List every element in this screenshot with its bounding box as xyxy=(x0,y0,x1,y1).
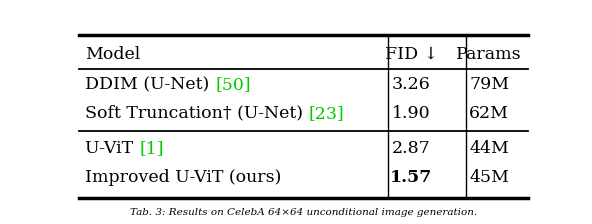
Text: 2.87: 2.87 xyxy=(392,140,430,157)
Text: Soft Truncation† (U-Net): Soft Truncation† (U-Net) xyxy=(85,105,309,122)
Text: 1.57: 1.57 xyxy=(390,169,432,186)
Text: [1]: [1] xyxy=(139,140,163,157)
Text: Tab. 3: Results on CelebA 64×64 unconditional image generation.: Tab. 3: Results on CelebA 64×64 uncondit… xyxy=(130,208,477,217)
Text: 1.90: 1.90 xyxy=(392,105,430,122)
Text: 44M: 44M xyxy=(469,140,509,157)
Text: [50]: [50] xyxy=(215,76,251,93)
Text: U-ViT: U-ViT xyxy=(85,140,139,157)
Text: [23]: [23] xyxy=(309,105,345,122)
Text: Improved U-ViT (ours): Improved U-ViT (ours) xyxy=(85,169,282,186)
Text: 45M: 45M xyxy=(469,169,509,186)
Text: 62M: 62M xyxy=(469,105,509,122)
Text: 79M: 79M xyxy=(469,76,509,93)
Text: Params: Params xyxy=(456,46,522,63)
Text: Model: Model xyxy=(85,46,141,63)
Text: 3.26: 3.26 xyxy=(392,76,430,93)
Text: FID ↓: FID ↓ xyxy=(385,46,437,63)
Text: DDIM (U-Net): DDIM (U-Net) xyxy=(85,76,215,93)
